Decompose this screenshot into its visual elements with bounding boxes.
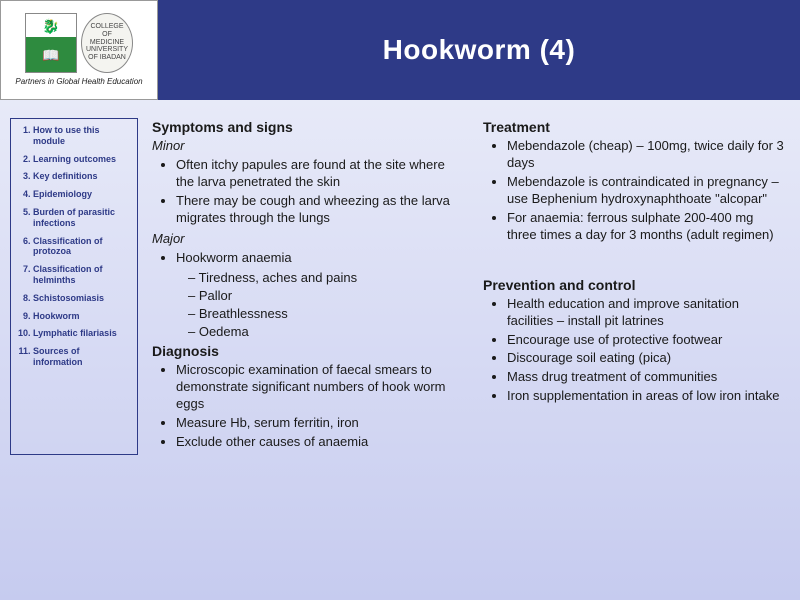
nav-item-10[interactable]: Lymphatic filariasis: [33, 328, 131, 339]
symptoms-heading: Symptoms and signs: [152, 118, 455, 136]
nav-item-3[interactable]: Key definitions: [33, 171, 131, 182]
major-item: Hookworm anaemia: [176, 250, 455, 267]
logos: COLLEGE OF MEDICINE UNIVERSITY OF IBADAN: [25, 13, 133, 73]
anaemia-item: Oedema: [188, 324, 455, 341]
minor-list: Often itchy papules are found at the sit…: [152, 157, 455, 227]
nav-outline: How to use this module Learning outcomes K…: [10, 118, 138, 455]
prevention-item: Health education and improve sanitation …: [507, 296, 786, 330]
page-title: Hookworm (4): [383, 34, 576, 66]
nav-item-4[interactable]: Epidemiology: [33, 189, 131, 200]
anaemia-sublist: Tiredness, aches and painsPallorBreathle…: [152, 270, 455, 341]
treatment-item: Mebendazole (cheap) – 100mg, twice daily…: [507, 138, 786, 172]
nav-item-7[interactable]: Classification of helminths: [33, 264, 131, 286]
left-column: Symptoms and signs Minor Often itchy pap…: [152, 118, 455, 455]
nav-item-2[interactable]: Learning outcomes: [33, 154, 131, 165]
diagnosis-item: Microscopic examination of faecal smears…: [176, 362, 455, 413]
title-bar: Hookworm (4): [158, 0, 800, 100]
major-list: Hookworm anaemia: [152, 250, 455, 267]
anaemia-item: Tiredness, aches and pains: [188, 270, 455, 287]
treatment-item: For anaemia: ferrous sulphate 200-400 mg…: [507, 210, 786, 244]
treatment-list: Mebendazole (cheap) – 100mg, twice daily…: [483, 138, 786, 243]
treatment-item: Mebendazole is contraindicated in pregna…: [507, 174, 786, 208]
prevention-item: Mass drug treatment of communities: [507, 369, 786, 386]
logo-block: COLLEGE OF MEDICINE UNIVERSITY OF IBADAN…: [0, 0, 158, 100]
prevention-item: Encourage use of protective footwear: [507, 332, 786, 349]
minor-subhead: Minor: [152, 138, 455, 155]
treatment-heading: Treatment: [483, 118, 786, 136]
prevention-list: Health education and improve sanitation …: [483, 296, 786, 405]
header: COLLEGE OF MEDICINE UNIVERSITY OF IBADAN…: [0, 0, 800, 100]
partners-caption: Partners in Global Health Education: [13, 75, 144, 88]
anaemia-item: Pallor: [188, 288, 455, 305]
nav-item-6[interactable]: Classification of protozoa: [33, 236, 131, 258]
diagnosis-list: Microscopic examination of faecal smears…: [152, 362, 455, 450]
minor-item: There may be cough and wheezing as the l…: [176, 193, 455, 227]
major-subhead: Major: [152, 231, 455, 248]
crest-logo: [25, 13, 77, 73]
nav-item-5[interactable]: Burden of parasitic infections: [33, 207, 131, 229]
prevention-item: Iron supplementation in areas of low iro…: [507, 388, 786, 405]
nav-item-8[interactable]: Schistosomiasis: [33, 293, 131, 304]
right-column: Treatment Mebendazole (cheap) – 100mg, t…: [483, 118, 786, 455]
minor-item: Often itchy papules are found at the sit…: [176, 157, 455, 191]
diagnosis-item: Exclude other causes of anaemia: [176, 434, 455, 451]
diagnosis-heading: Diagnosis: [152, 342, 455, 360]
anaemia-item: Breathlessness: [188, 306, 455, 323]
diagnosis-item: Measure Hb, serum ferritin, iron: [176, 415, 455, 432]
body: How to use this module Learning outcomes K…: [0, 100, 800, 455]
seal-logo: COLLEGE OF MEDICINE UNIVERSITY OF IBADAN: [81, 13, 133, 73]
prevention-item: Discourage soil eating (pica): [507, 350, 786, 367]
nav-item-1[interactable]: How to use this module: [33, 125, 131, 147]
content: Symptoms and signs Minor Often itchy pap…: [138, 118, 786, 455]
prevention-heading: Prevention and control: [483, 276, 786, 294]
nav-item-11[interactable]: Sources of information: [33, 346, 131, 368]
nav-item-9[interactable]: Hookworm: [33, 311, 131, 322]
